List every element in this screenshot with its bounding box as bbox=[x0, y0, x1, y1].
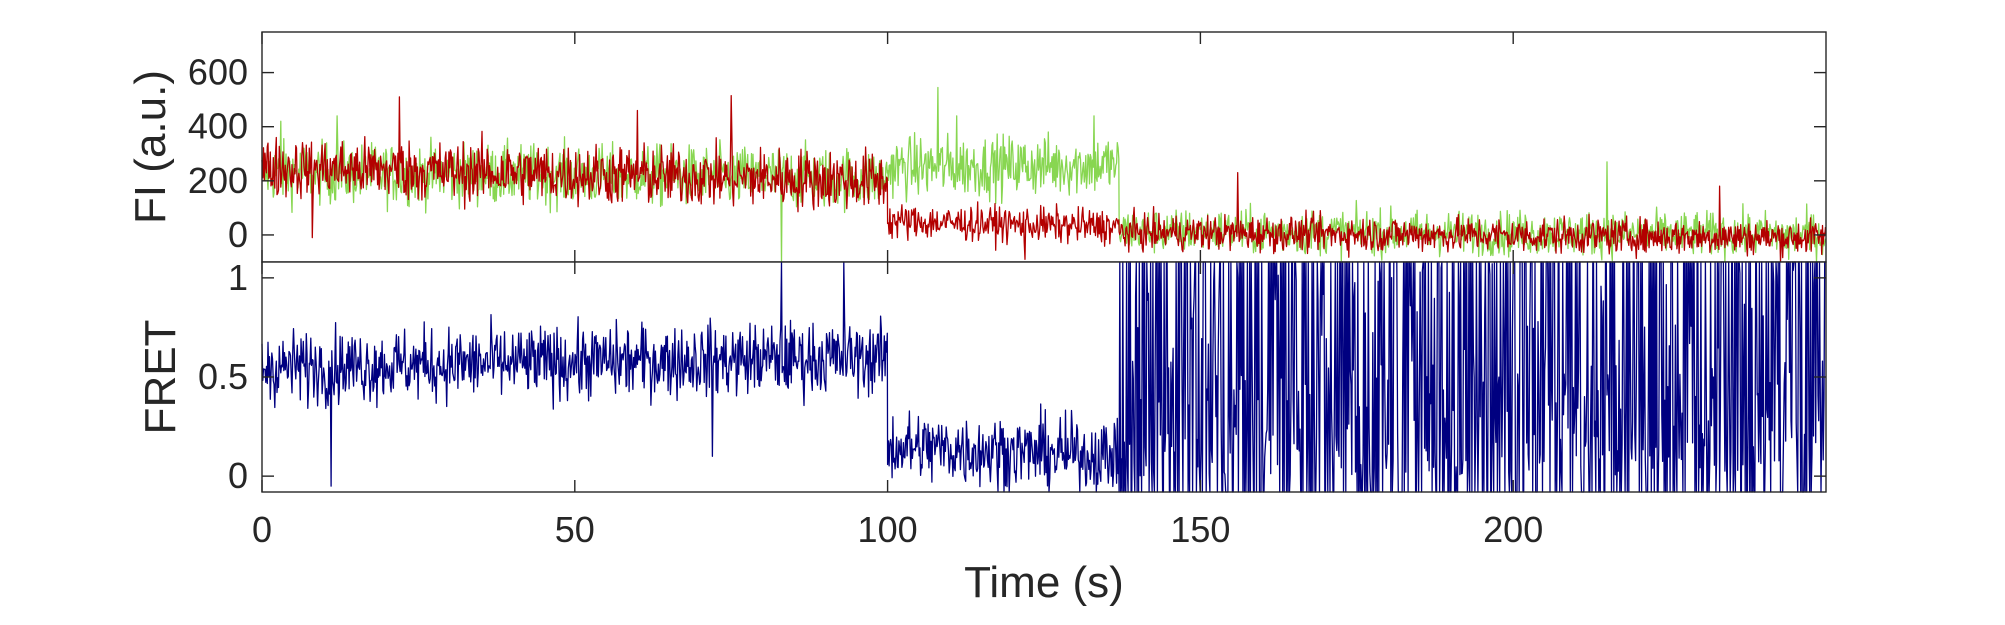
time-x-axis-label: Time (s) bbox=[964, 558, 1124, 607]
x-tick-label: 0 bbox=[252, 509, 272, 550]
fluorescence-y-axis-label: FI (a.u.) bbox=[126, 70, 175, 224]
y-tick-label: 400 bbox=[188, 106, 248, 147]
y-tick-label: 0.5 bbox=[198, 356, 248, 397]
fluorescence-traces bbox=[261, 86, 1827, 263]
fret-traces bbox=[261, 261, 1826, 493]
fret-trace bbox=[261, 261, 1826, 493]
acceptor-trace bbox=[261, 94, 1827, 262]
fret-panel: 00.51 0 50 100 150 200 FRET Time (s) bbox=[136, 257, 1827, 607]
fluorescence-y-ticks: 0 200 400 600 bbox=[188, 32, 1826, 262]
fret-y-ticks: 00.51 bbox=[198, 257, 1826, 496]
x-tick-label: 200 bbox=[1483, 509, 1543, 550]
y-tick-label: 0 bbox=[228, 214, 248, 255]
x-tick-label: 50 bbox=[555, 509, 595, 550]
y-tick-label: 200 bbox=[188, 160, 248, 201]
y-tick-label: 1 bbox=[228, 257, 248, 298]
fret-y-axis-label: FRET bbox=[136, 320, 185, 435]
x-tick-label: 150 bbox=[1170, 509, 1230, 550]
y-tick-label: 600 bbox=[188, 52, 248, 93]
fluorescence-panel: 0 200 400 600 FI (a.u.) bbox=[126, 31, 1827, 263]
y-tick-label: 0 bbox=[228, 455, 248, 496]
time-x-ticks: 0 50 100 150 200 bbox=[252, 262, 1543, 550]
x-tick-label: 100 bbox=[858, 509, 918, 550]
